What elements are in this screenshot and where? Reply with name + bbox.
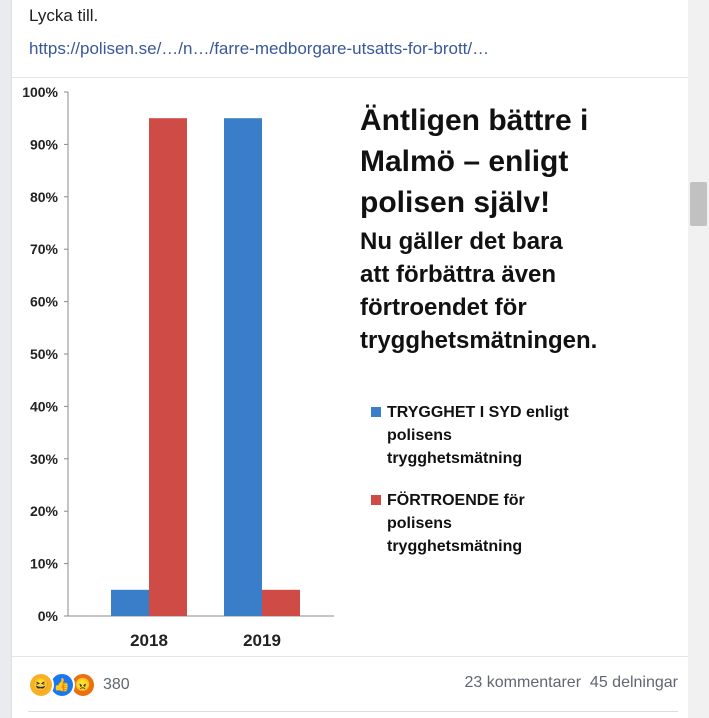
image-headline: Äntligen bättre i Malmö – enligt polisen s… — [360, 104, 588, 219]
legend-label: TRYGGHET I SYD enligt — [387, 404, 569, 421]
y-tick-label: 70% — [30, 241, 59, 257]
y-tick-label: 30% — [30, 451, 59, 467]
y-tick-label: 60% — [30, 294, 59, 310]
y-tick-label: 90% — [30, 136, 59, 152]
legend-label: trygghetsmätning — [387, 538, 522, 555]
legend-label: FÖRTROENDE för — [387, 490, 525, 509]
y-tick-label: 20% — [30, 503, 59, 519]
post-footer: 😆 👍 😠 380 23 kommentarer 45 delningar — [12, 656, 688, 712]
scrollbar[interactable] — [688, 0, 709, 718]
image-subheadline: Nu gäller det bara att förbättra även fört… — [360, 228, 597, 354]
legend-label: polisens — [387, 427, 452, 444]
bar-2018-series-1 — [111, 589, 149, 616]
y-tick-label: 80% — [30, 189, 59, 205]
bar-2018-series-2 — [149, 118, 187, 616]
comments-link[interactable]: 23 kommentarer — [464, 674, 582, 691]
legend-swatch — [371, 407, 381, 417]
bar-2019-series-1 — [224, 118, 262, 616]
y-tick-label: 100% — [22, 84, 58, 100]
legend-label: trygghetsmätning — [387, 450, 522, 467]
post-card: Lycka till. https://polisen.se/…/n…/farr… — [11, 0, 689, 718]
post-text: Lycka till. — [29, 6, 99, 25]
x-tick-label: 2018 — [130, 631, 168, 650]
post-link[interactable]: https://polisen.se/…/n…/farre-medborgare… — [29, 39, 490, 58]
scrollbar-thumb[interactable] — [690, 182, 707, 226]
y-tick-label: 10% — [30, 556, 59, 572]
divider — [28, 711, 678, 712]
y-tick-label: 40% — [30, 398, 59, 414]
bar-2019-series-2 — [262, 589, 300, 616]
y-tick-label: 0% — [38, 608, 59, 624]
legend-swatch — [371, 495, 381, 505]
legend-label: polisens — [387, 515, 452, 532]
bar-chart: 0% 10% 20% 30% 40% 50% 60% 70% 80% 90% 100% 2018 20… — [22, 84, 597, 650]
reactions-summary[interactable]: 😆 👍 😠 380 — [28, 672, 130, 698]
haha-icon: 😆 — [28, 672, 54, 698]
reaction-count: 380 — [103, 676, 130, 693]
x-tick-label: 2019 — [243, 631, 281, 650]
shares-link[interactable]: 45 delningar — [589, 674, 678, 691]
engagement-counts: 23 kommentarer 45 delningar — [465, 674, 678, 692]
post-image[interactable]: 0% 10% 20% 30% 40% 50% 60% 70% 80% 90% 100% 2018 20… — [12, 77, 688, 657]
y-tick-label: 50% — [30, 346, 59, 362]
